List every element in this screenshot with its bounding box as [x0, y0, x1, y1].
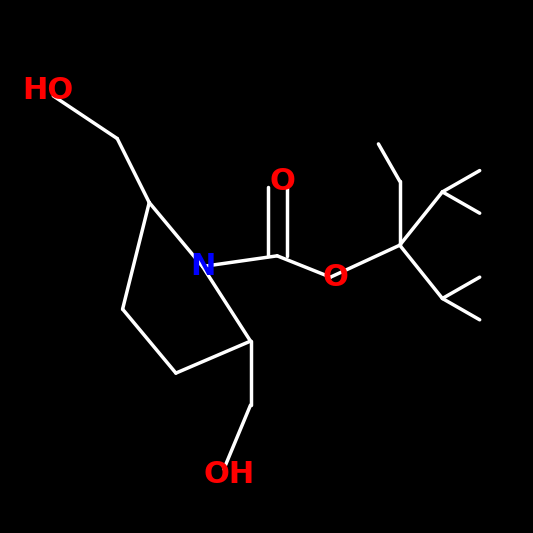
- Text: HO: HO: [22, 76, 74, 105]
- Text: N: N: [190, 252, 215, 281]
- Text: OH: OH: [204, 460, 255, 489]
- Text: O: O: [270, 167, 295, 196]
- Text: O: O: [323, 263, 349, 292]
